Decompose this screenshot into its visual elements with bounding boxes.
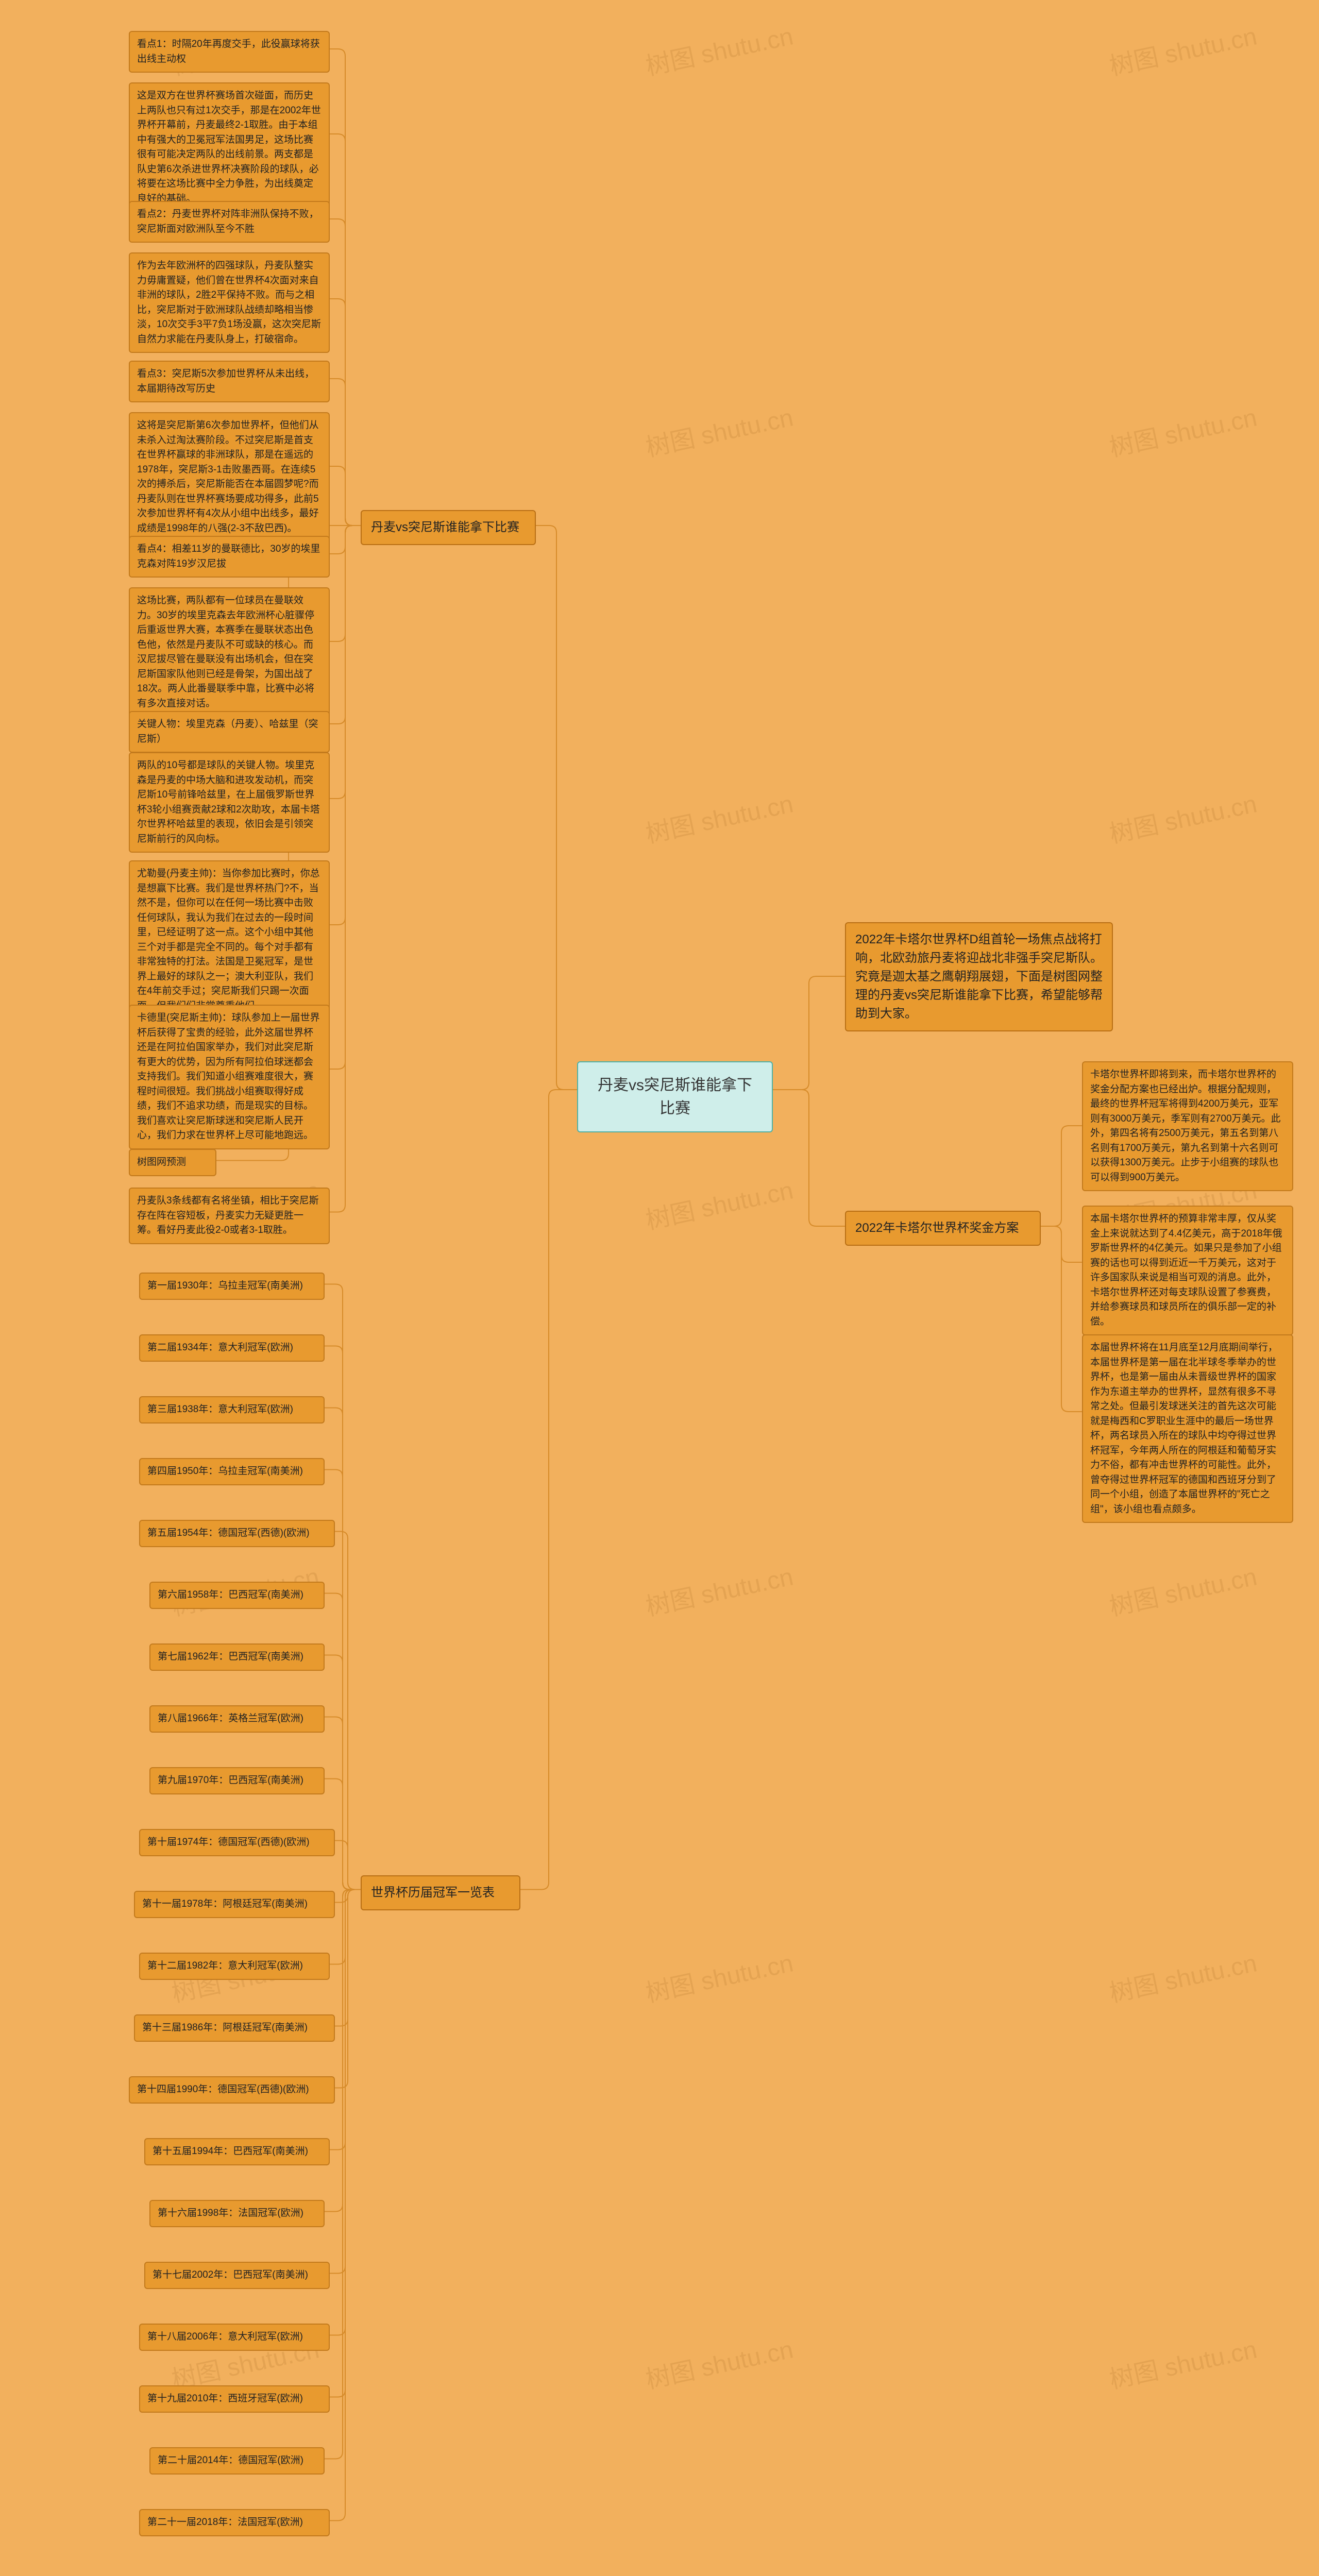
leaf-champions-17: 第十八届2006年：意大利冠军(欧洲) xyxy=(139,2324,330,2351)
leaf-bonus-0: 卡塔尔世界杯即将到来，而卡塔尔世界杯的奖金分配方案也已经出炉。根据分配规则，最终… xyxy=(1082,1061,1293,1191)
connector xyxy=(335,1890,361,2088)
connector xyxy=(325,1346,361,1890)
leaf-match-4: 看点3：突尼斯5次参加世界杯从未出线，本届期待改写历史 xyxy=(129,361,330,402)
leaf-bonus-1: 本届卡塔尔世界杯的预算非常丰厚，仅从奖金上来说就达到了4.4亿美元，高于2018… xyxy=(1082,1206,1293,1335)
leaf-match-5: 这将是突尼斯第6次参加世界杯，但他们从未杀入过淘汰赛阶段。不过突尼斯是首支在世界… xyxy=(129,412,330,542)
connector xyxy=(330,526,361,925)
leaf-match-13: 丹麦队3条线都有名将坐镇，相比于突尼斯存在阵在容短板，丹麦实力无疑更胜一筹。看好… xyxy=(129,1188,330,1244)
leaf-champions-5: 第六届1958年：巴西冠军(南美洲) xyxy=(149,1582,325,1609)
leaf-match-6: 看点4：相差11岁的曼联德比，30岁的埃里克森对阵19岁汉尼拔 xyxy=(129,536,330,578)
leaf-champions-7: 第八届1966年：英格兰冠军(欧洲) xyxy=(149,1705,325,1733)
watermark: 树图 shutu.cn xyxy=(1106,397,1260,464)
leaf-champions-13: 第十四届1990年：德国冠军(西德)(欧洲) xyxy=(129,2076,335,2104)
root-node: 丹麦vs突尼斯谁能拿下比赛 xyxy=(577,1061,773,1132)
leaf-champions-0: 第一届1930年：乌拉圭冠军(南美洲) xyxy=(139,1273,325,1300)
leaf-match-11: 卡德里(突尼斯主帅)：球队参加上一届世界杯后获得了宝贵的经验，此外这届世界杯还是… xyxy=(129,1005,330,1149)
leaf-champions-20: 第二十一届2018年：法国冠军(欧洲) xyxy=(139,2509,330,2536)
connector xyxy=(330,526,361,641)
leaf-champions-11: 第十二届1982年：意大利冠军(欧洲) xyxy=(139,1953,330,1980)
watermark: 树图 shutu.cn xyxy=(1106,2329,1260,2396)
leaf-champions-2: 第三届1938年：意大利冠军(欧洲) xyxy=(139,1396,325,1423)
leaf-champions-19: 第二十届2014年：德国冠军(欧洲) xyxy=(149,2447,325,2475)
leaf-champions-15: 第十六届1998年：法国冠军(欧洲) xyxy=(149,2200,325,2227)
connector xyxy=(335,1890,361,1903)
watermark: 树图 shutu.cn xyxy=(642,2329,796,2396)
leaf-match-0: 看点1：时隔20年再度交手，此役赢球将获出线主动权 xyxy=(129,31,330,73)
connector xyxy=(330,526,361,554)
connector xyxy=(325,1890,361,2212)
leaf-champions-10: 第十一届1978年：阿根廷冠军(南美洲) xyxy=(134,1891,335,1918)
connector xyxy=(335,1890,361,2026)
connector xyxy=(773,976,845,1090)
leaf-match-10: 尤勒曼(丹麦主帅)：当你参加比赛时，你总是想赢下比赛。我们是世界杯热门?不，当然… xyxy=(129,860,330,1020)
watermark: 树图 shutu.cn xyxy=(642,784,796,850)
connector xyxy=(330,1890,361,2397)
leaf-match-3: 作为去年欧洲杯的四强球队，丹麦队整实力毋庸置疑，他们曾在世界杯4次面对来自非洲的… xyxy=(129,252,330,353)
leaf-champions-3: 第四届1950年：乌拉圭冠军(南美洲) xyxy=(139,1458,325,1485)
connector xyxy=(330,526,361,799)
connector xyxy=(330,134,361,526)
connector xyxy=(325,1890,361,2459)
connector xyxy=(520,1090,577,1890)
connector xyxy=(335,1841,361,1890)
connector xyxy=(330,379,361,526)
leaf-champions-4: 第五届1954年：德国冠军(西德)(欧洲) xyxy=(139,1520,335,1547)
watermark: 树图 shutu.cn xyxy=(642,1556,796,1623)
connector xyxy=(1041,1226,1082,1262)
connector xyxy=(330,526,361,724)
leaf-champions-6: 第七届1962年：巴西冠军(南美洲) xyxy=(149,1643,325,1671)
leaf-match-1: 这是双方在世界杯赛场首次碰面，而历史上两队也只有过1次交手，那是在2002年世界… xyxy=(129,82,330,212)
leaf-match-2: 看点2：丹麦世界杯对阵非洲队保持不败，突尼斯面对欧洲队至今不胜 xyxy=(129,201,330,243)
connector xyxy=(330,219,361,526)
connector xyxy=(536,526,577,1090)
connector xyxy=(1041,1126,1082,1226)
connector xyxy=(330,49,361,526)
leaf-match-12: 树图网预测 xyxy=(129,1149,216,1176)
watermark: 树图 shutu.cn xyxy=(642,1943,796,2009)
leaf-champions-16: 第十七届2002年：巴西冠军(南美洲) xyxy=(144,2262,330,2289)
connector xyxy=(325,1408,361,1890)
leaf-champions-18: 第十九届2010年：西班牙冠军(欧洲) xyxy=(139,2385,330,2413)
connector xyxy=(330,1890,361,2335)
watermark: 树图 shutu.cn xyxy=(1106,784,1260,850)
connector xyxy=(330,299,361,526)
branch-champions: 世界杯历届冠军一览表 xyxy=(361,1875,520,1910)
watermark: 树图 shutu.cn xyxy=(642,397,796,464)
connector xyxy=(330,526,361,1069)
connector xyxy=(330,466,361,526)
watermark: 树图 shutu.cn xyxy=(1106,1556,1260,1623)
connector xyxy=(330,526,361,1212)
watermark: 树图 shutu.cn xyxy=(1106,1943,1260,2009)
watermark: 树图 shutu.cn xyxy=(642,1170,796,1236)
leaf-bonus-2: 本届世界杯将在11月底至12月底期间举行，本届世界杯是第一届在北半球冬季举办的世… xyxy=(1082,1334,1293,1523)
branch-match: 丹麦vs突尼斯谁能拿下比赛 xyxy=(361,510,536,545)
connector xyxy=(325,1284,361,1890)
connector xyxy=(773,1090,845,1226)
connector xyxy=(1041,1226,1082,1412)
leaf-match-7: 这场比赛，两队都有一位球员在曼联效力。30岁的埃里克森去年欧洲杯心脏骤停后重返世… xyxy=(129,587,330,717)
branch-intro: 2022年卡塔尔世界杯D组首轮一场焦点战将打响，北欧劲旅丹麦将迎战北非强手突尼斯… xyxy=(845,922,1113,1031)
leaf-champions-8: 第九届1970年：巴西冠军(南美洲) xyxy=(149,1767,325,1794)
connector xyxy=(335,1532,361,1890)
leaf-champions-14: 第十五届1994年：巴西冠军(南美洲) xyxy=(144,2138,330,2165)
watermark: 树图 shutu.cn xyxy=(642,16,796,82)
leaf-champions-12: 第十三届1986年：阿根廷冠军(南美洲) xyxy=(134,2014,335,2042)
leaf-champions-9: 第十届1974年：德国冠军(西德)(欧洲) xyxy=(139,1829,335,1856)
branch-bonus: 2022年卡塔尔世界杯奖金方案 xyxy=(845,1211,1041,1246)
connector xyxy=(330,1890,361,2521)
connector xyxy=(325,1717,361,1890)
leaf-match-8: 关键人物：埃里克森（丹麦）、哈兹里（突尼斯） xyxy=(129,711,330,753)
leaf-champions-1: 第二届1934年：意大利冠军(欧洲) xyxy=(139,1334,325,1362)
watermark: 树图 shutu.cn xyxy=(1106,16,1260,82)
leaf-match-9: 两队的10号都是球队的关键人物。埃里克森是丹麦的中场大脑和进攻发动机，而突尼斯1… xyxy=(129,752,330,853)
